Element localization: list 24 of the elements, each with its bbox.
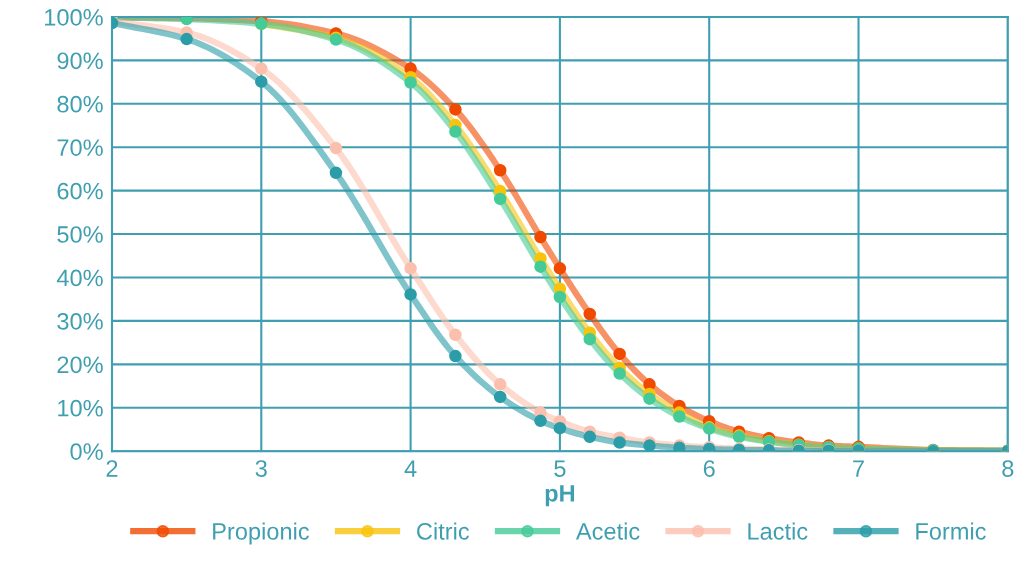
y-tick-label: 60% xyxy=(57,182,103,200)
y-tick-label: 50% xyxy=(57,226,103,243)
legend-label: Propionic xyxy=(213,522,310,545)
legend-label: Citric xyxy=(417,522,470,540)
legend-label: Acetic xyxy=(575,522,640,540)
legend-label: Formic xyxy=(916,522,986,540)
x-axis-title: pH xyxy=(545,485,575,507)
y-tick-label: 90% xyxy=(57,52,103,70)
legend-label: Lactic xyxy=(748,522,808,540)
y-tick-label: 10% xyxy=(58,399,103,417)
x-tick-label: 3 xyxy=(255,460,267,477)
x-tick-label: 4 xyxy=(404,460,417,477)
y-tick-label: 100% xyxy=(45,8,103,26)
y-tick-label: 80% xyxy=(57,95,103,113)
y-tick-label: 70% xyxy=(57,139,103,156)
y-tick-label: 20% xyxy=(57,356,103,374)
x-tick-label: 8 xyxy=(1002,460,1014,477)
y-tick-label: 30% xyxy=(57,312,103,330)
y-tick-label: 0% xyxy=(70,443,103,460)
y-tick-label: 40% xyxy=(56,269,103,287)
x-tick-label: 7 xyxy=(853,460,864,477)
x-tick-label: 2 xyxy=(106,460,118,477)
x-tick-label: 6 xyxy=(703,460,715,477)
x-tick-label: 5 xyxy=(554,460,566,477)
